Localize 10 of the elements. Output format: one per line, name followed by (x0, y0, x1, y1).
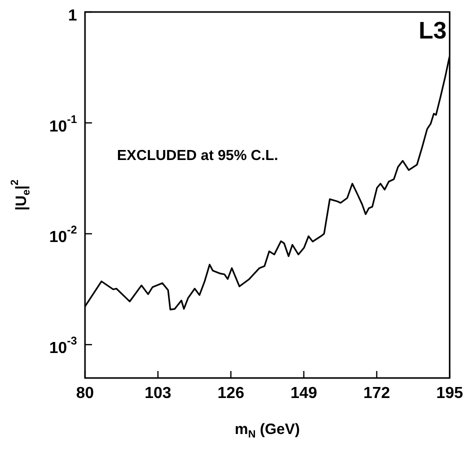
x-tick-label: 103 (144, 385, 172, 402)
x-tick-label: 126 (218, 385, 244, 402)
x-tick-label: 172 (363, 385, 390, 402)
y-axis-title: |Ue|2 (9, 179, 32, 210)
x-tick-label: 195 (436, 385, 464, 402)
x-tick-label: 149 (290, 385, 318, 402)
x-tick-label: 80 (76, 385, 94, 402)
annotation: EXCLUDED at 95% C.L. (117, 148, 278, 164)
y-tick-label: 1 (68, 7, 78, 24)
annotation: L3 (418, 18, 447, 45)
